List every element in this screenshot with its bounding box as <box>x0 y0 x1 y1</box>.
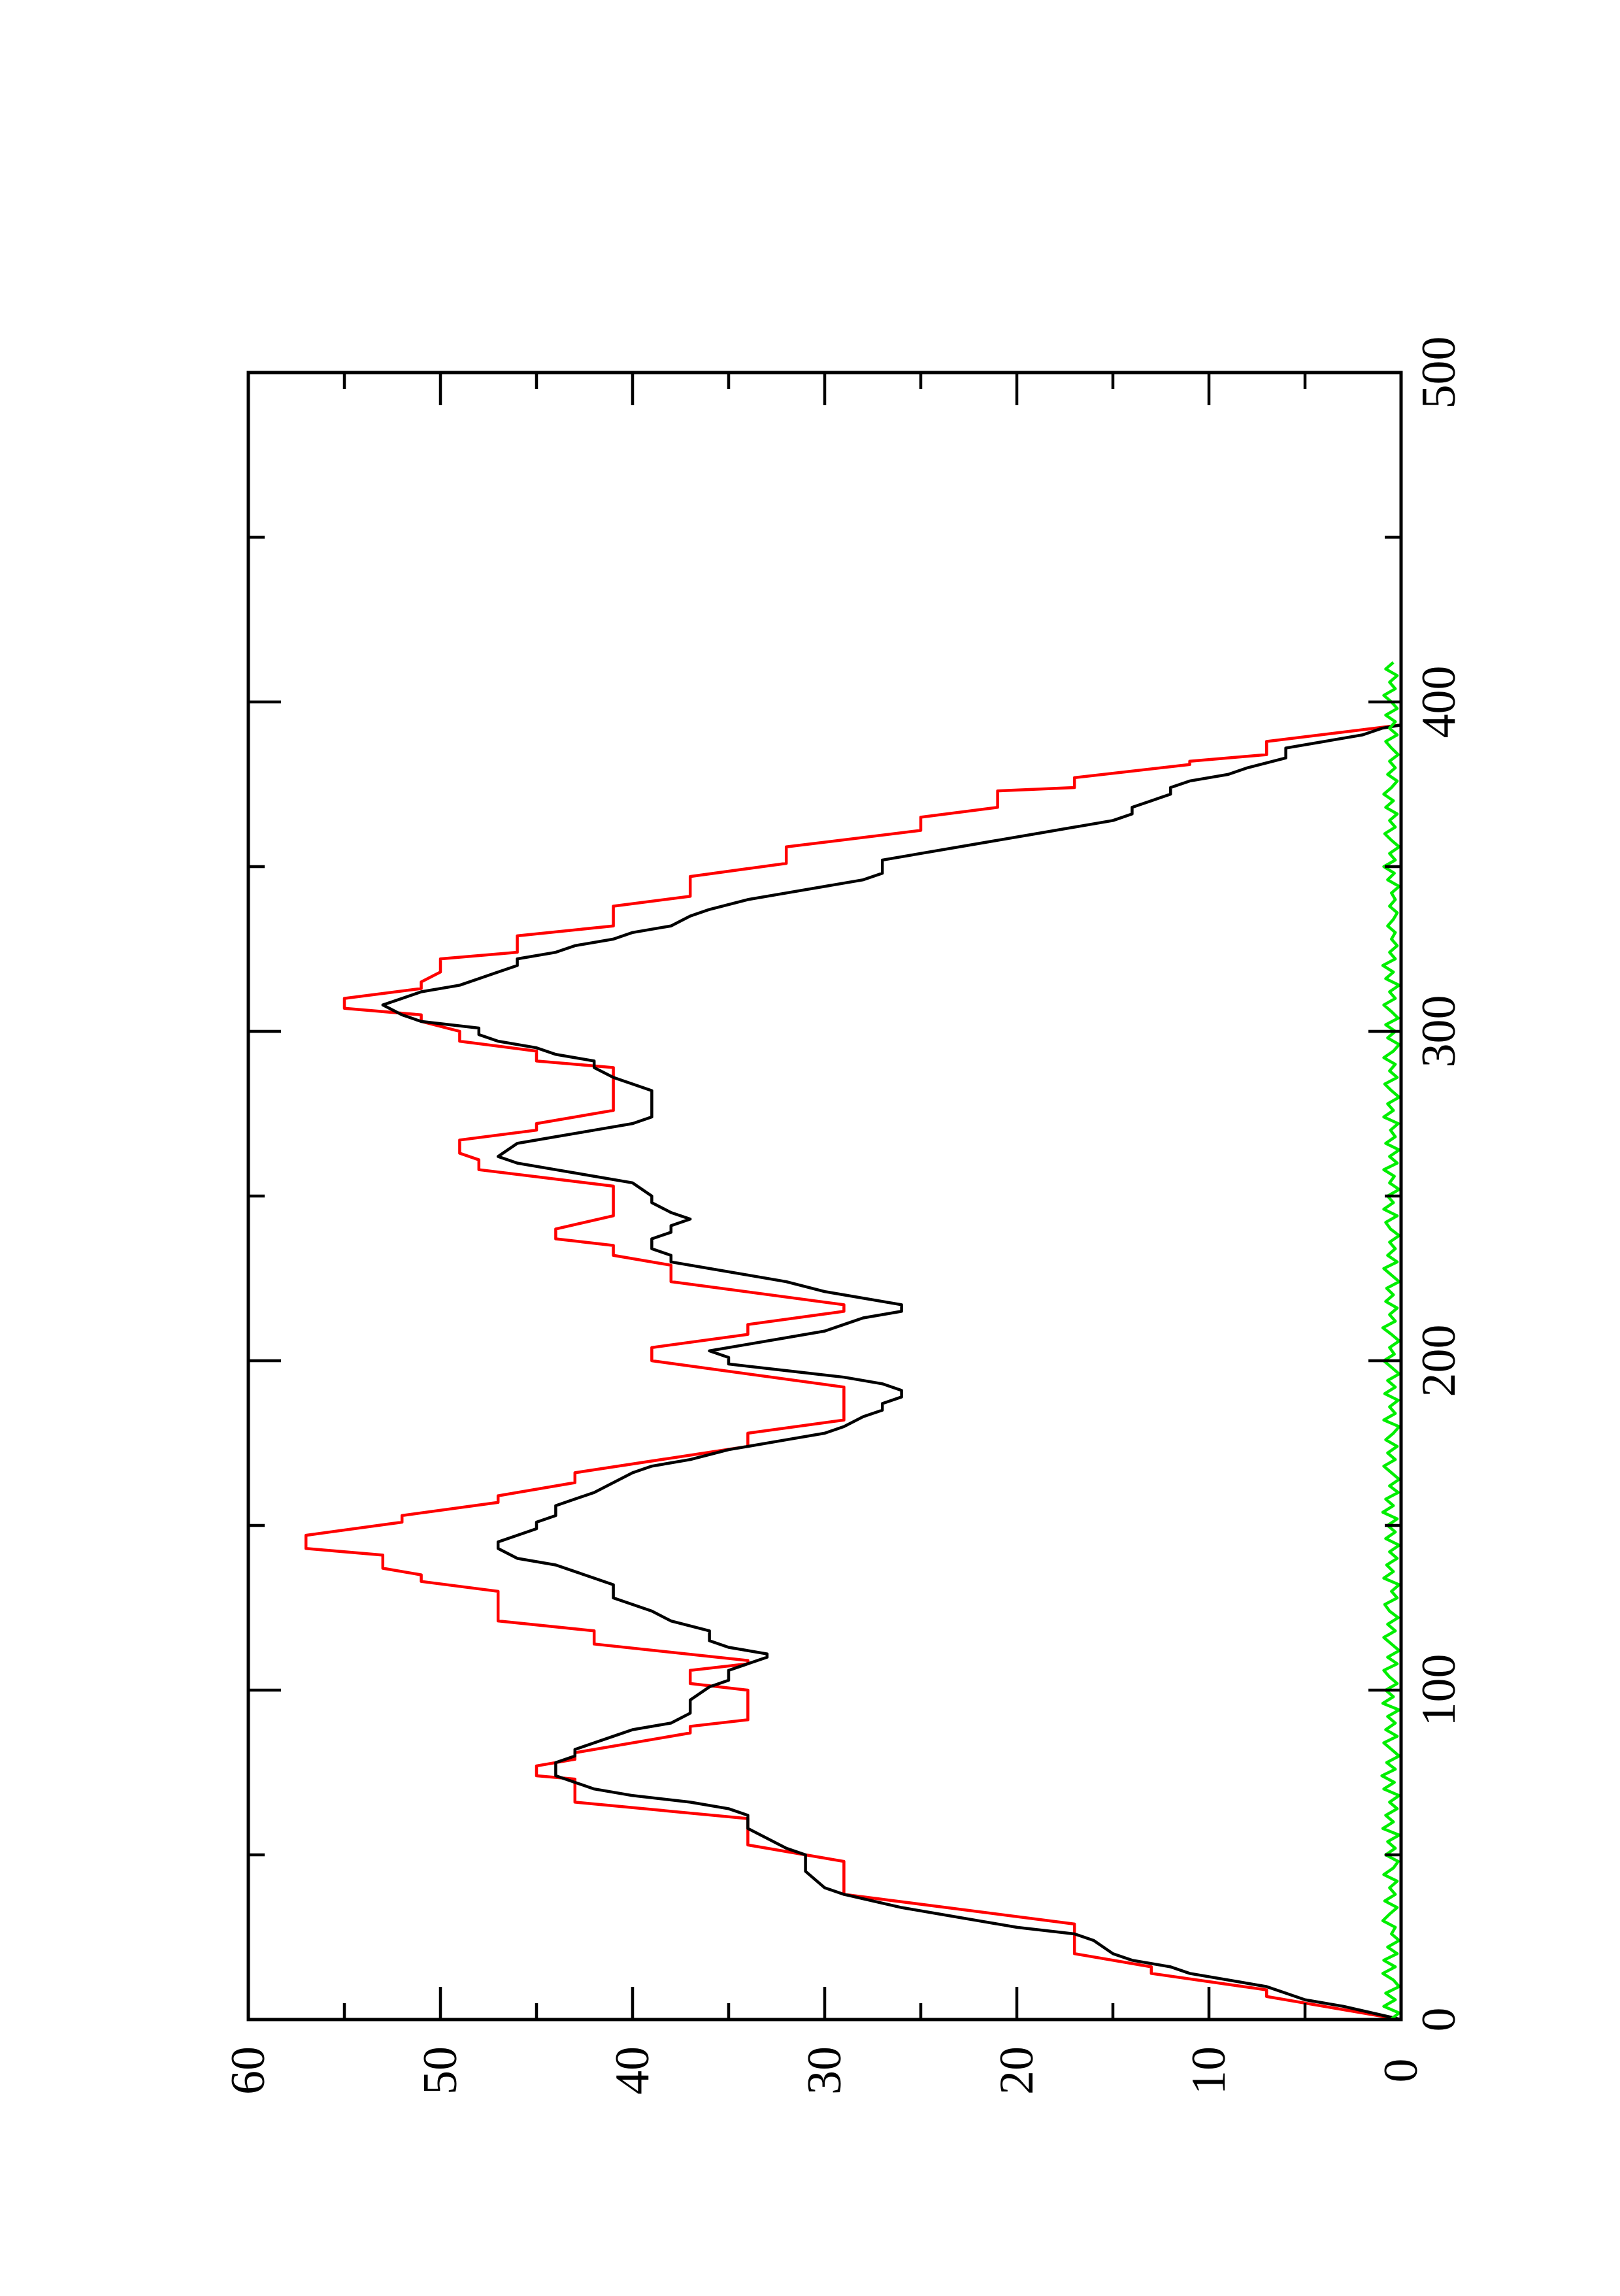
ticks-layer <box>246 371 1403 2021</box>
series-line-2 <box>1380 661 1401 2021</box>
y-tick-label-2: 20 <box>990 2046 1044 2095</box>
series-line-0 <box>304 724 1402 2021</box>
plot-frame <box>246 371 1403 2021</box>
x-tick-label-3: 300 <box>1412 995 1466 1068</box>
y-tick-label-3: 30 <box>798 2046 851 2095</box>
x-tick-label-2: 200 <box>1412 1325 1466 1397</box>
series-line-1 <box>381 724 1402 2021</box>
labels-layer: 0 100 200 300 400 500 0 10 20 30 40 50 60 <box>222 337 1466 2095</box>
y-tick-label-6: 60 <box>222 2046 275 2095</box>
x-tick-label-1: 100 <box>1412 1654 1466 1727</box>
y-tick-label-4: 40 <box>606 2046 659 2095</box>
y-tick-label-1: 10 <box>1182 2046 1236 2095</box>
x-tick-label-5: 500 <box>1412 337 1466 409</box>
x-tick-label-0: 0 <box>1412 2008 1466 2032</box>
y-tick-label-5: 50 <box>414 2046 467 2095</box>
x-tick-label-4: 400 <box>1412 666 1466 739</box>
y-tick-label-0: 0 <box>1374 2059 1428 2083</box>
series-layer <box>304 661 1402 2021</box>
